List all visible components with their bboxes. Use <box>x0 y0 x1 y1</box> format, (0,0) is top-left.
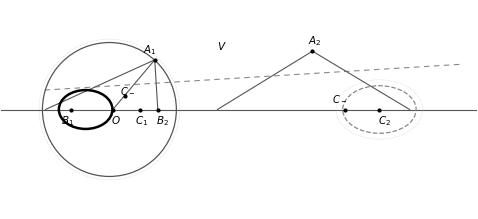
Text: $A_1$: $A_1$ <box>143 43 156 57</box>
Text: $C_1$: $C_1$ <box>135 114 148 128</box>
Text: $B_1$: $B_1$ <box>61 114 74 128</box>
Text: $O$: $O$ <box>111 114 121 126</box>
Text: $C_-$: $C_-$ <box>332 94 347 104</box>
Text: $B_2$: $B_2$ <box>156 114 169 128</box>
Text: $A_2$: $A_2$ <box>308 34 321 48</box>
Text: $V$: $V$ <box>217 40 227 52</box>
Text: $C_2$: $C_2$ <box>378 114 391 128</box>
Text: $C_-$: $C_-$ <box>120 85 136 96</box>
